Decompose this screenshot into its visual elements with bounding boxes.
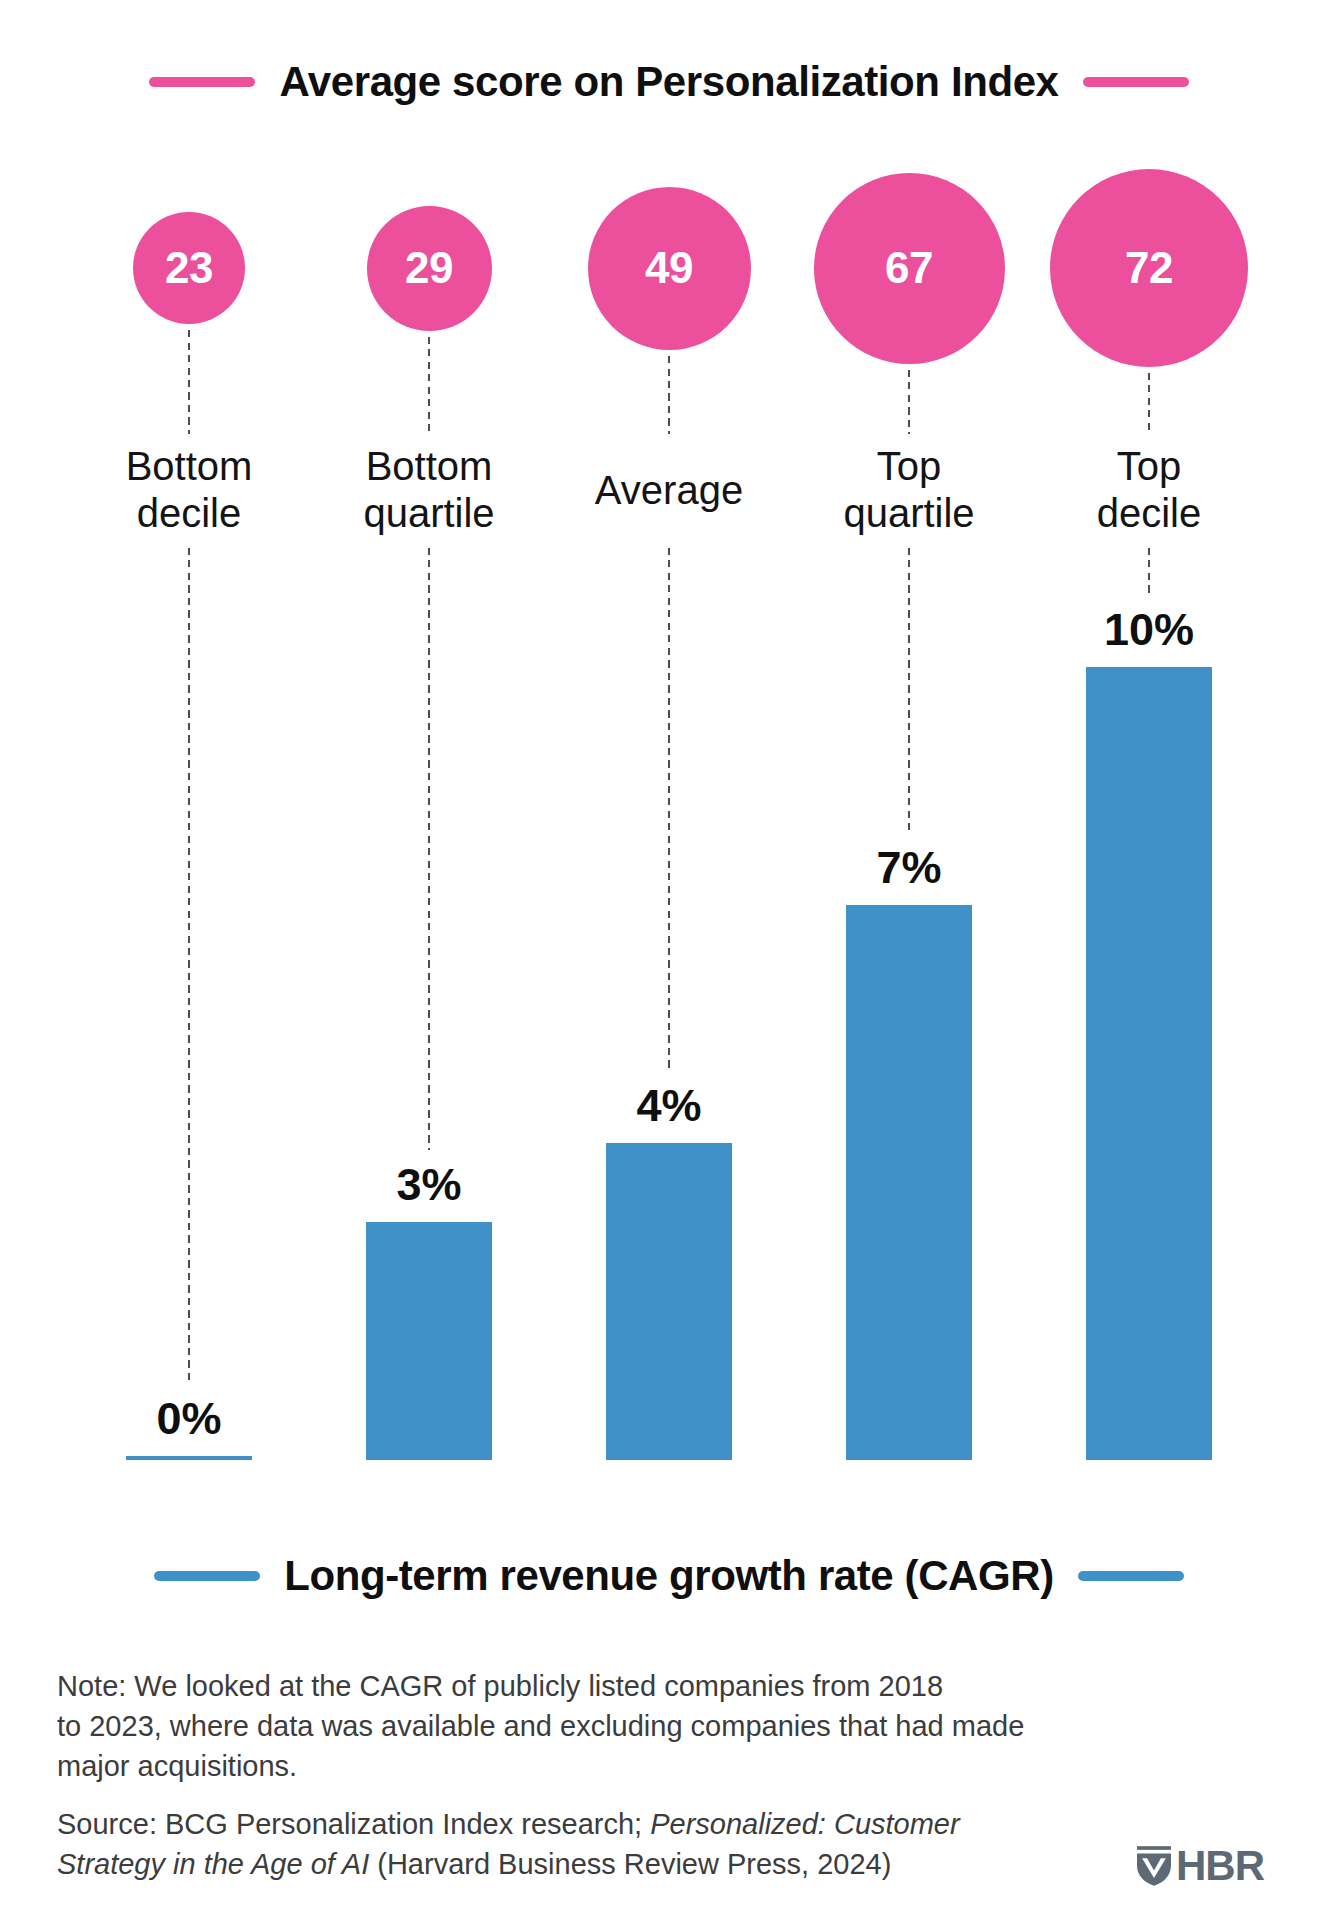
bar-value-label: 10% [1039,605,1259,655]
category-label: Topquartile [789,438,1029,542]
connector-line [908,548,910,833]
connector-line [668,548,670,1071]
bar-value-label: 0% [79,1394,299,1444]
score-bubble: 29 [367,206,492,331]
category-label-line: decile [137,490,242,537]
bottom-legend-label: Long-term revenue growth rate (CAGR) [284,1552,1054,1600]
cagr-bar [366,1222,492,1460]
source-credit: Source: BCG Personalization Index resear… [57,1804,960,1884]
infographic-page: Average score on Personalization Index 2… [0,0,1338,1924]
connector-line [668,356,670,435]
connector-line [188,330,190,434]
hbr-shield-icon [1137,1846,1171,1886]
bubble-value-label: 49 [645,243,693,293]
bubble-value-label: 29 [405,243,453,293]
connector-line [908,370,910,435]
category-label-line: Top [877,443,942,490]
score-bubble: 72 [1050,169,1248,367]
bar-value-label: 7% [799,843,1019,893]
cagr-bar [606,1143,732,1460]
category-label: Topdecile [1029,438,1269,542]
category-label-line: Average [595,467,743,514]
category-label-line: Bottom [366,443,493,490]
category-label-line: quartile [843,490,974,537]
category-label-line: decile [1097,490,1202,537]
category-label-line: Top [1117,443,1182,490]
bottom-legend: Long-term revenue growth rate (CAGR) [0,1552,1338,1600]
bubble-value-label: 72 [1125,243,1173,293]
source-line: Strategy in the Age of AI (Harvard Busin… [57,1844,960,1884]
connector-line [188,548,190,1384]
blue-legend-dash-right [1078,1571,1184,1581]
source-line: Source: BCG Personalization Index resear… [57,1804,960,1844]
bar-value-label: 4% [559,1081,779,1131]
category-label-line: quartile [363,490,494,537]
footnote-line: to 2023, where data was available and ex… [57,1706,1024,1746]
category-label-line: Bottom [126,443,253,490]
bubble-value-label: 23 [165,243,213,293]
footnote-line: Note: We looked at the CAGR of publicly … [57,1666,1024,1706]
bubble-value-label: 67 [885,243,933,293]
blue-legend-dash-left [154,1571,260,1581]
footnote: Note: We looked at the CAGR of publicly … [57,1666,1024,1786]
cagr-bar [846,905,972,1460]
category-label: Bottomdecile [69,438,309,542]
hbr-logo: HBR [1137,1842,1264,1890]
category-label: Bottomquartile [309,438,549,542]
score-bubble: 67 [814,173,1005,364]
cagr-bar [1086,667,1212,1460]
score-bubble: 23 [133,212,245,324]
connector-line [428,548,430,1150]
category-label: Average [549,438,789,542]
chart-area: 23Bottomdecile0%29Bottomquartile3%49Aver… [0,0,1338,1924]
score-bubble: 49 [588,187,751,350]
connector-line [1148,373,1150,434]
hbr-logo-text: HBR [1176,1842,1264,1890]
footnote-line: major acquisitions. [57,1746,1024,1786]
connector-line [1148,548,1150,595]
zero-baseline [126,1456,252,1460]
bar-value-label: 3% [319,1160,539,1210]
connector-line [428,337,430,435]
